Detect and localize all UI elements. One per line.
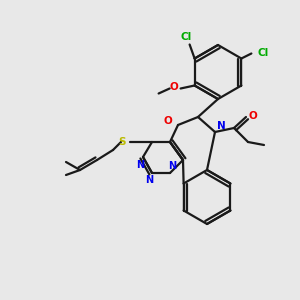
Text: Cl: Cl: [258, 49, 269, 58]
Text: N: N: [145, 175, 153, 185]
Text: N: N: [136, 160, 144, 170]
Text: S: S: [118, 137, 126, 147]
Text: N: N: [168, 161, 176, 171]
Text: Cl: Cl: [181, 32, 192, 41]
Text: O: O: [249, 111, 257, 121]
Text: N: N: [217, 121, 225, 131]
Text: O: O: [169, 82, 178, 92]
Text: O: O: [164, 116, 172, 126]
